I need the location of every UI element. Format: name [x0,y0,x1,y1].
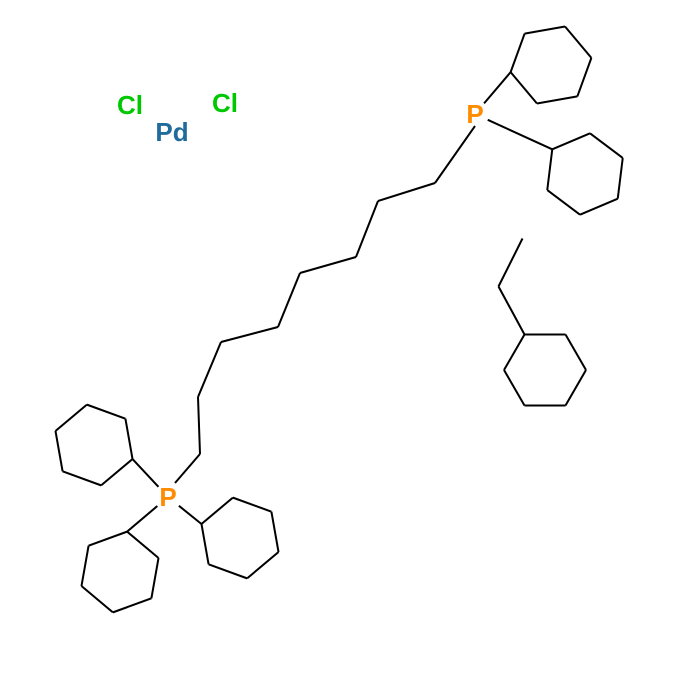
atom-Cl1: Cl [117,90,143,120]
molecule-canvas: Cl Cl Pd P P [0,0,700,700]
atom-Cl2: Cl [212,88,238,118]
atom-P2: P [159,482,176,512]
atom-Pd: Pd [155,117,188,147]
atom-P1: P [466,99,483,129]
